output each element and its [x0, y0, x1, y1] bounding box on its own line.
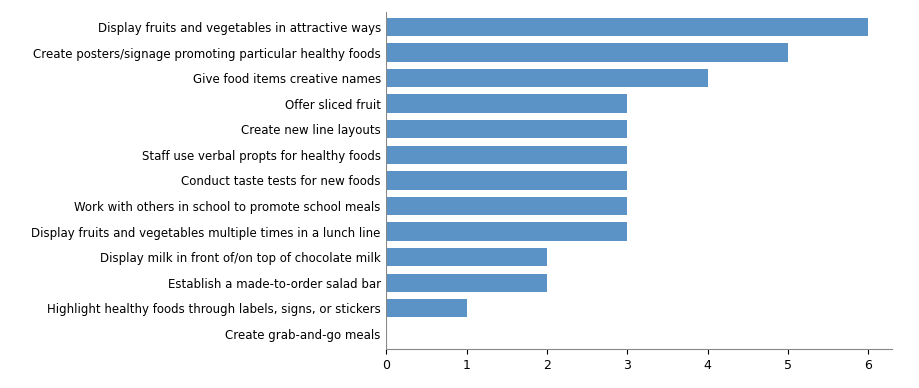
Bar: [386, 69, 707, 87]
Bar: [386, 222, 627, 241]
Bar: [386, 197, 627, 215]
Bar: [386, 43, 788, 62]
Bar: [386, 95, 627, 113]
Bar: [386, 248, 547, 266]
Bar: [386, 171, 627, 190]
Bar: [386, 18, 868, 36]
Bar: [386, 299, 466, 317]
Bar: [386, 274, 547, 292]
Bar: [386, 120, 627, 139]
Bar: [386, 146, 627, 164]
